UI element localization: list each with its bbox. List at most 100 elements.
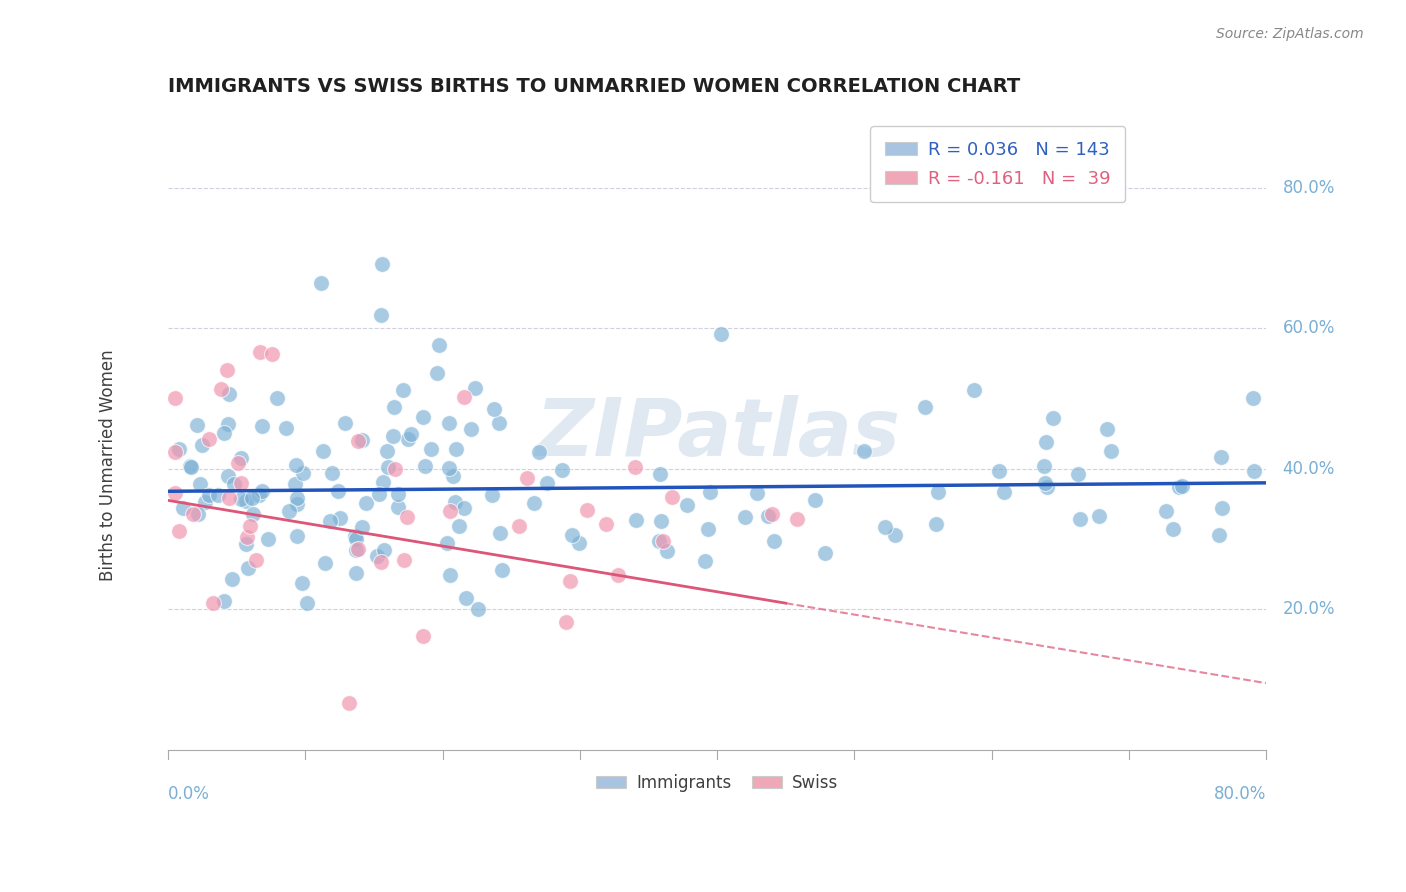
Point (285, 458, 308, 472)
Point (1033, 476, 1056, 491)
Point (165, 391, 187, 405)
Point (853, 444, 876, 458)
Point (198, 433, 221, 447)
Point (169, 442, 191, 457)
Point (190, 437, 212, 451)
Point (924, 517, 946, 532)
Point (326, 483, 349, 498)
Point (247, 488, 270, 502)
Point (238, 561, 260, 575)
Point (215, 362, 238, 376)
Point (437, 461, 460, 475)
Point (242, 507, 264, 521)
Point (436, 536, 458, 550)
Point (239, 519, 262, 533)
Point (568, 536, 591, 550)
Point (218, 491, 240, 505)
Point (1243, 464, 1265, 478)
Point (344, 529, 367, 543)
Point (245, 553, 267, 567)
Text: 20.0%: 20.0% (1282, 600, 1334, 618)
Point (763, 534, 786, 549)
Point (1035, 434, 1057, 449)
Point (368, 487, 391, 501)
Point (516, 471, 538, 485)
Point (399, 427, 422, 442)
Point (266, 391, 288, 405)
Point (391, 383, 413, 397)
Point (555, 615, 578, 630)
Point (804, 493, 827, 508)
Point (229, 475, 252, 490)
Point (344, 533, 367, 547)
Point (384, 400, 406, 414)
Point (624, 513, 647, 527)
Point (875, 520, 897, 534)
Point (927, 485, 949, 500)
Point (373, 475, 395, 489)
Point (761, 507, 783, 521)
Point (257, 533, 280, 547)
Point (187, 507, 209, 521)
Point (1211, 450, 1233, 465)
Point (814, 546, 837, 560)
Point (381, 429, 404, 443)
Text: IMMIGRANTS VS SWISS BIRTHS TO UNMARRIED WOMEN CORRELATION CHART: IMMIGRANTS VS SWISS BIRTHS TO UNMARRIED … (169, 78, 1021, 96)
Point (657, 544, 679, 558)
Point (356, 496, 378, 510)
Point (221, 572, 243, 586)
Point (240, 491, 263, 505)
Point (415, 459, 437, 474)
Point (1154, 504, 1177, 518)
Point (481, 488, 503, 502)
Text: 0.0%: 0.0% (169, 785, 209, 803)
Point (523, 495, 546, 509)
Point (420, 442, 443, 457)
Point (527, 444, 550, 458)
Point (373, 542, 395, 557)
Point (607, 568, 630, 582)
Point (285, 491, 308, 506)
Point (224, 476, 246, 491)
Point (444, 494, 467, 508)
Point (1088, 509, 1111, 524)
Point (172, 501, 194, 516)
Point (212, 593, 235, 607)
Point (236, 530, 259, 544)
Point (387, 500, 409, 514)
Point (560, 574, 582, 588)
Point (235, 494, 257, 508)
Point (488, 526, 510, 541)
Point (648, 467, 671, 482)
Point (350, 433, 373, 447)
Point (371, 257, 394, 271)
Point (297, 596, 319, 610)
Point (396, 432, 419, 446)
Point (648, 533, 671, 548)
Point (1208, 528, 1230, 542)
Point (344, 566, 367, 581)
Point (314, 557, 336, 571)
Point (963, 383, 986, 397)
Point (1095, 422, 1118, 436)
Point (188, 477, 211, 491)
Point (1067, 467, 1090, 481)
Point (321, 466, 343, 480)
Point (756, 509, 779, 524)
Point (449, 518, 471, 533)
Point (396, 509, 419, 524)
Point (285, 497, 308, 511)
Point (575, 503, 598, 517)
Point (412, 629, 434, 643)
Point (699, 484, 721, 499)
Point (624, 459, 647, 474)
Point (249, 344, 271, 359)
Point (453, 501, 475, 516)
Point (309, 277, 332, 291)
Point (250, 483, 273, 498)
Point (165, 445, 187, 459)
Point (179, 458, 201, 473)
Point (337, 697, 360, 711)
Point (194, 494, 217, 508)
Point (661, 490, 683, 504)
